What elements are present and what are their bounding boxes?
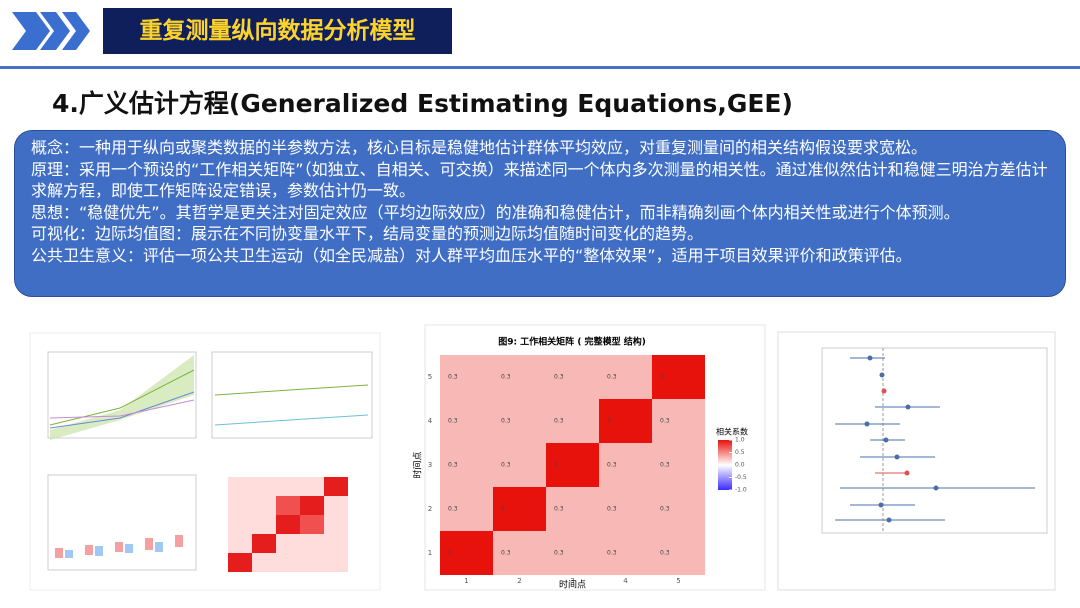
concept-paragraph: 可视化：边际均值图：展示在不同协变量水平下，结局变量的预测边际均值随时间变化的趋… [31,224,704,243]
x-tick-label: 5 [676,577,680,585]
cell-label: 1 [448,550,452,557]
concept-paragraph: 原理：采用一个预设的“工作相关矩阵”（如独立、自相关、可交换）来描述同一个体内多… [31,159,1048,201]
colorbar-tick-label: 1.0 [735,437,745,444]
cell-label: 0.3 [660,462,670,469]
colorbar-tick-label: 0.0 [735,462,745,469]
x-tick-label: 4 [623,577,628,585]
heatmap-cell [599,399,652,443]
cell-label: 1 [501,506,505,513]
x-tick-label: 1 [464,577,468,585]
section-title: 4.广义估计方程(Generalized Estimating Equation… [52,89,793,118]
heatmap-cell [493,487,546,531]
heatmap-cell [599,487,652,531]
y-tick-label: 3 [428,461,432,469]
divider [0,66,1080,69]
cell-label: 0.3 [607,550,617,557]
cell-label: 0.3 [607,506,617,513]
cell-label: 0.3 [660,550,670,557]
cell-label: 0.3 [501,550,511,557]
heatmap-cell [440,399,493,443]
y-tick-label: 1 [428,549,432,557]
heatmap-cell [652,487,705,531]
figure-title: 图9: 工作相关矩阵 ( 完整模型 结构) [498,336,646,348]
colorbar-tick-label: -0.5 [735,474,747,481]
cell-label: 0.3 [501,462,511,469]
heatmap-cell [440,355,493,399]
cell-label: 0.3 [660,418,670,425]
y-tick-label: 4 [428,417,433,425]
heatmap-cell [652,531,705,575]
heatmap-cell [652,399,705,443]
cell-label: 0.3 [501,374,511,381]
colorbar-tick-label: -1.0 [735,487,747,494]
heatmap-cell [599,355,652,399]
cell-label: 0.3 [554,506,564,513]
x-tick-label: 3 [570,577,574,585]
heatmap-cell [546,531,599,575]
cell-label: 0.3 [501,418,511,425]
cell-label: 0.3 [607,462,617,469]
heatmap-cell [599,443,652,487]
cell-label: 0.3 [448,462,458,469]
heatmap-cell [652,355,705,399]
concept-paragraph: 公共卫生意义：评估一项公共卫生运动（如全民减盐）对人群平均血压水平的“整体效果”… [31,245,912,265]
cell-label: 0.3 [554,374,564,381]
cell-label: 0.3 [660,506,670,513]
cell-label: 1 [607,418,611,425]
concept-paragraph: 思想：“稳健优先”。其哲学是更关注对固定效应（平均边际效应）的准确和稳健估计，而… [31,202,960,222]
y-tick-label: 5 [428,373,432,381]
heatmap-cell [493,355,546,399]
heatmap-cell [440,487,493,531]
x-tick-label: 2 [517,577,521,585]
cell-label: 0.3 [448,418,458,425]
y-axis-label: 时间点 [412,451,424,478]
heatmap-cell [493,399,546,443]
y-tick-label: 2 [428,505,432,513]
concept-box: 概念：一种用于纵向或聚类数据的半参数方法，核心目标是稳健地估计群体平均效应，对重… [14,130,1066,297]
cell-label: 0.3 [607,374,617,381]
left-thumbnail [29,332,381,591]
heatmap-cell [440,443,493,487]
heatmap-cell [546,487,599,531]
colorbar [718,440,732,490]
heatmap-cell [599,531,652,575]
heatmap-cell [546,399,599,443]
cell-label: 1 [554,462,558,469]
heatmap-cell [546,355,599,399]
cell-label: 0.3 [448,506,458,513]
cell-label: 1 [660,374,664,381]
header-title: 重复测量纵向数据分析模型 [103,8,452,54]
cell-label: 0.3 [448,374,458,381]
heatmap-cell [652,443,705,487]
x-axis-label: 时间点 [559,579,586,591]
colorbar-tick-label: 0.5 [735,449,745,456]
right-thumbnail [777,331,1056,591]
chevrons [12,12,90,50]
heatmap-cell [493,531,546,575]
cell-label: 0.3 [554,418,564,425]
heatmap-cell [440,531,493,575]
legend-title: 相关系数 [716,427,748,437]
concept-paragraph: 概念：一种用于纵向或聚类数据的半参数方法，核心目标是稳健地估计群体平均效应，对重… [31,138,928,157]
heatmap-cell [493,443,546,487]
cell-label: 0.3 [554,550,564,557]
heatmap-cell [546,443,599,487]
